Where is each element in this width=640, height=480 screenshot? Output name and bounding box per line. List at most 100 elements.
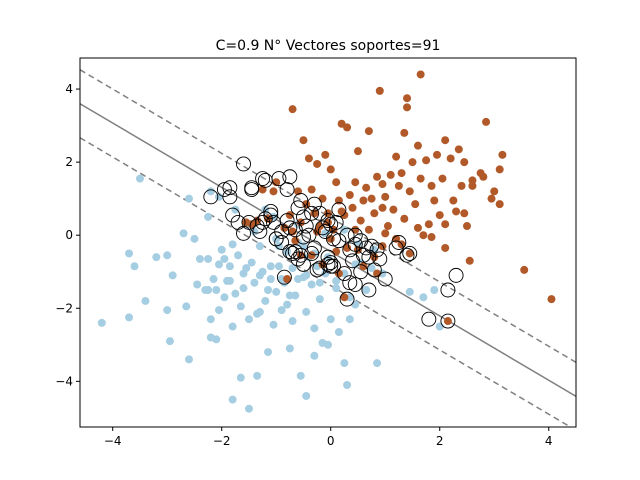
data-point-class-0 [261, 296, 270, 305]
support-vector-ring [263, 207, 279, 223]
support-vector-ring [339, 291, 355, 307]
support-vector-ring [279, 182, 295, 197]
data-point-class-0 [307, 280, 316, 289]
support-vector-ring [358, 240, 374, 256]
support-vector-ring [377, 271, 393, 287]
data-point-class-1 [351, 225, 360, 234]
data-point-class-0 [266, 275, 275, 284]
y-tick-label: 0 [65, 228, 73, 242]
data-point-class-1 [375, 86, 384, 95]
data-point-class-1 [520, 265, 529, 274]
support-vector-ring [306, 196, 322, 212]
support-vector-ring [274, 235, 290, 250]
data-point-class-1 [362, 183, 371, 192]
data-point-class-0 [362, 285, 371, 294]
data-point-class-1 [378, 180, 387, 189]
support-vector-ring [252, 224, 268, 239]
support-vector-ring [236, 156, 251, 172]
data-point-class-1 [367, 194, 376, 203]
data-point-class-0 [185, 355, 194, 364]
data-point-class-1 [468, 176, 477, 185]
data-point-class-1 [353, 147, 362, 156]
data-point-class-0 [214, 260, 223, 269]
data-point-class-1 [441, 243, 450, 252]
support-vector-ring [315, 220, 330, 236]
data-point-class-0 [220, 293, 229, 302]
data-point-class-1 [408, 158, 417, 167]
data-point-class-1 [460, 158, 469, 167]
data-point-class-1 [359, 196, 368, 205]
support-vector-ring [255, 171, 271, 187]
data-point-class-0 [264, 285, 273, 294]
support-vector-ring [399, 247, 415, 263]
support-vector-ring [331, 233, 347, 249]
support-vector-ring [271, 171, 287, 187]
data-point-class-0 [228, 395, 237, 404]
data-point-class-0 [296, 371, 305, 380]
data-point-class-0 [234, 251, 243, 260]
data-point-class-0 [236, 302, 245, 311]
support-vector-ring [203, 189, 219, 205]
data-point-class-1 [441, 220, 450, 229]
support-vector-ring [421, 311, 437, 327]
data-point-class-0 [288, 264, 297, 273]
support-vector-ring [347, 227, 363, 243]
data-point-class-1 [419, 231, 428, 240]
data-point-class-1 [356, 216, 365, 225]
y-tick-label: 2 [65, 155, 73, 169]
data-point-class-0 [430, 285, 439, 294]
data-point-class-0 [231, 289, 240, 298]
data-point-class-0 [340, 359, 349, 368]
support-vector-ring [372, 251, 388, 267]
support-vector-ring [298, 218, 314, 234]
data-point-class-0 [373, 359, 382, 368]
data-point-class-1 [446, 154, 455, 163]
data-point-class-0 [204, 285, 213, 294]
data-point-class-1 [547, 295, 556, 304]
lower-margin-line [80, 137, 572, 427]
data-point-class-1 [416, 174, 425, 183]
data-point-class-1 [318, 194, 327, 203]
support-vector-ring [364, 238, 380, 254]
data-point-class-1 [364, 127, 373, 136]
support-vector-ring [345, 253, 360, 269]
data-point-class-0 [212, 335, 221, 344]
data-point-class-0 [274, 262, 283, 271]
data-point-class-1 [413, 141, 422, 150]
data-point-class-1 [321, 150, 330, 159]
data-point-class-0 [324, 340, 332, 349]
data-point-class-0 [217, 245, 226, 254]
support-vector-ring [440, 282, 456, 298]
data-point-class-0 [163, 306, 172, 315]
data-point-class-1 [383, 222, 392, 231]
support-vector-ring [336, 266, 352, 282]
data-point-class-0 [130, 262, 139, 271]
support-vector-ring [225, 207, 241, 223]
support-vector-ring [326, 231, 341, 247]
data-point-class-1 [403, 103, 412, 112]
data-point-class-0 [239, 284, 248, 293]
data-point-class-1 [487, 194, 496, 203]
support-vector-ring [309, 262, 325, 278]
data-point-class-1 [389, 205, 398, 214]
support-vector-ring [266, 214, 281, 230]
support-vector-ring [296, 256, 311, 272]
support-vector-ring [287, 244, 303, 260]
data-point-class-0 [225, 276, 234, 285]
support-vector-ring [326, 258, 341, 274]
support-vector-ring [342, 275, 358, 291]
data-point-class-0 [340, 225, 349, 234]
data-point-class-0 [419, 293, 428, 302]
support-vector-ring [244, 180, 260, 196]
data-point-class-0 [367, 264, 376, 273]
support-vector-ring [440, 313, 456, 329]
data-point-class-1 [392, 152, 401, 161]
data-point-class-1 [435, 211, 444, 220]
support-vector-ring [293, 247, 309, 263]
data-point-class-1 [332, 178, 341, 187]
data-point-class-0 [190, 234, 199, 243]
data-point-class-0 [135, 174, 144, 183]
data-point-class-0 [179, 229, 188, 238]
support-vector-ring [293, 193, 309, 208]
